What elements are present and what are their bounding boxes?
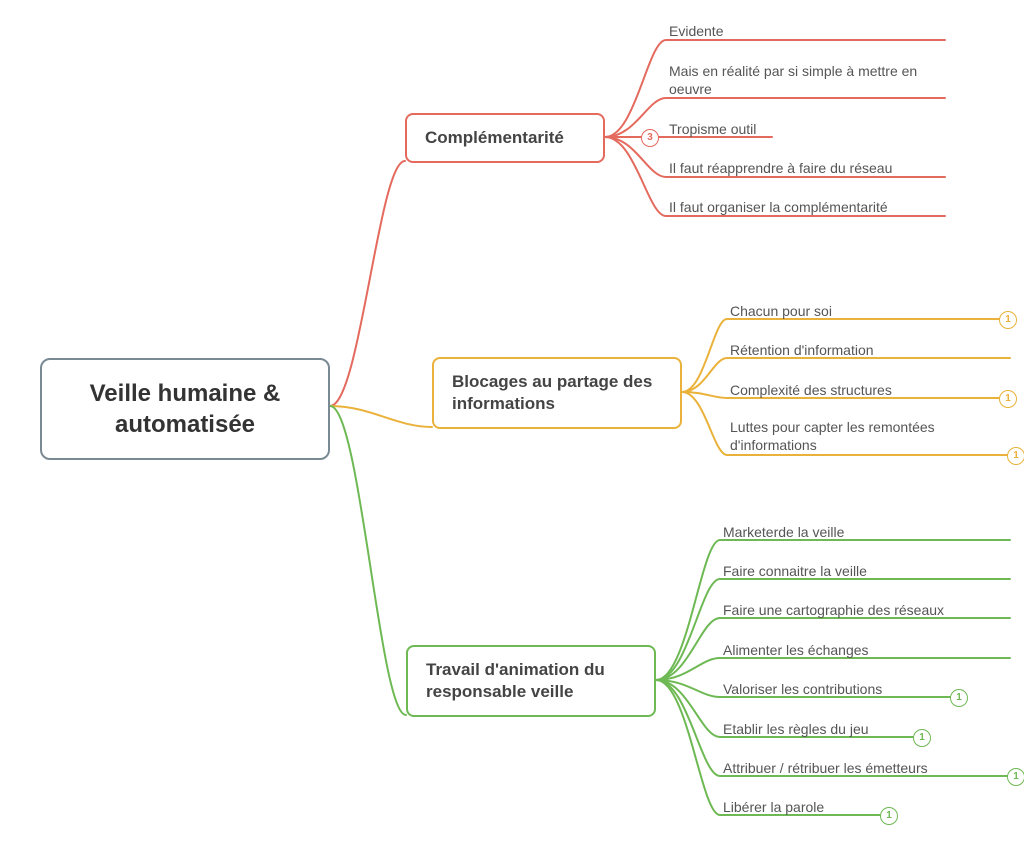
count-badge: 1: [1007, 768, 1024, 786]
branch-label: Complémentarité: [425, 128, 564, 147]
branch-node: Complémentarité: [405, 113, 605, 163]
leaf-label: Marketerde la veille: [723, 523, 844, 541]
leaf-label: Faire une cartographie des réseaux: [723, 601, 944, 619]
leaf-label: Luttes pour capter les remontées d'infor…: [730, 418, 990, 454]
leaf-label: Rétention d'information: [730, 341, 874, 359]
count-badge: 1: [999, 311, 1017, 329]
branch-node: Blocages au partage des informations: [432, 357, 682, 429]
leaf-label: Complexité des structures: [730, 381, 892, 399]
leaf-label: Etablir les règles du jeu: [723, 720, 869, 738]
count-badge: 1: [880, 807, 898, 825]
leaf-label: Faire connaitre la veille: [723, 562, 867, 580]
leaf-label: Attribuer / rétribuer les émetteurs: [723, 759, 928, 777]
count-badge: 3: [641, 129, 659, 147]
leaf-label: Alimenter les échanges: [723, 641, 869, 659]
count-badge: 1: [1007, 447, 1024, 465]
leaf-label: Evidente: [669, 22, 723, 40]
root-label: Veille humaine &automatisée: [90, 380, 281, 438]
count-badge: 1: [913, 729, 931, 747]
branch-label: Travail d'animation du responsable veill…: [426, 660, 605, 701]
branch-label: Blocages au partage des informations: [452, 372, 652, 413]
leaf-label: Chacun pour soi: [730, 302, 832, 320]
branch-node: Travail d'animation du responsable veill…: [406, 645, 656, 717]
leaf-label: Il faut organiser la complémentarité: [669, 198, 888, 216]
root-node: Veille humaine &automatisée: [40, 358, 330, 460]
leaf-label: Il faut réapprendre à faire du réseau: [669, 159, 892, 177]
count-badge: 1: [999, 390, 1017, 408]
leaf-label: Libérer la parole: [723, 798, 824, 816]
leaf-label: Tropisme outil: [669, 120, 756, 138]
leaf-label: Valoriser les contributions: [723, 680, 882, 698]
count-badge: 1: [950, 689, 968, 707]
leaf-label: Mais en réalité par si simple à mettre e…: [669, 62, 929, 98]
